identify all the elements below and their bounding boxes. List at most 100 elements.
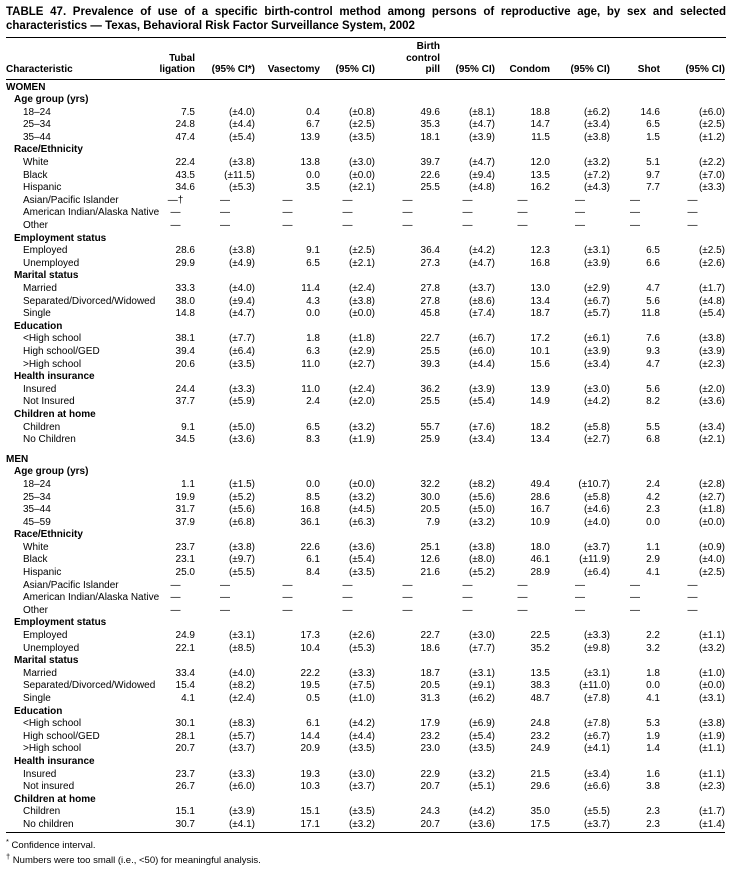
table-row: White 22.4 (±3.8) 13.8 (±3.0) 39.7 (±4.7) 12.0 (… [6, 157, 725, 170]
characteristic-cell: 18–24 [23, 106, 51, 118]
group-header-row: Employment status [6, 617, 725, 630]
value-cell: 6.8 [646, 434, 660, 446]
value-cell: (±3.8) [228, 157, 255, 169]
value-cell: (±11.9) [579, 554, 610, 566]
value-cell: (±4.0) [228, 283, 255, 294]
group-header-label: Health insurance [14, 371, 95, 383]
value-cell: 38.0 [175, 295, 195, 307]
characteristic-cell: Insured [23, 768, 57, 780]
value-cell: — [575, 207, 585, 219]
value-cell: 17.1 [300, 818, 320, 830]
value-cell: — [687, 194, 698, 206]
value-cell: — [630, 194, 640, 206]
value-cell: (±3.2) [348, 818, 375, 830]
value-cell: (±3.1) [583, 245, 610, 257]
value-cell: (±8.6) [468, 295, 495, 307]
value-cell: 23.7 [175, 541, 195, 553]
value-cell: 16.7 [530, 504, 550, 516]
value-cell: 7.7 [646, 182, 660, 194]
value-cell: (±7.7) [468, 642, 495, 654]
value-cell: 45.8 [420, 308, 440, 320]
value-cell: — [687, 207, 698, 219]
characteristic-cell: Black [23, 169, 48, 181]
table-row: 35–44 47.4 (±5.4) 13.9 (±3.5) 18.1 (±3.9) 11.5 (… [6, 132, 725, 145]
group-header-row: Health insurance [6, 756, 725, 769]
value-cell: 20.7 [420, 781, 440, 793]
value-cell: (±3.6) [698, 396, 725, 408]
value-cell: 18.0 [530, 541, 550, 553]
column-header-birth-control-pill: Birth control pill [375, 38, 440, 80]
value-cell: (±2.4) [228, 693, 255, 704]
table-row: White 23.7 (±3.8) 22.6 (±3.6) 25.1 (±3.8) 18.0 (… [6, 542, 725, 555]
value-cell: (±1.5) [228, 478, 255, 490]
value-cell: — [402, 592, 413, 604]
value-cell: 21.6 [420, 567, 440, 579]
value-cell: (±4.8) [698, 295, 725, 307]
value-cell: 3.5 [306, 182, 320, 194]
value-cell: 23.7 [175, 768, 195, 780]
value-cell: 24.9 [175, 630, 195, 642]
table-row: No Children 34.5 (±3.6) 8.3 (±1.9) 25.9 (±3.4)… [6, 434, 725, 447]
value-cell: 9.7 [646, 169, 660, 181]
characteristic-cell: Asian/Pacific Islander [23, 579, 119, 591]
value-cell: (±3.7) [348, 781, 375, 793]
value-cell: (±3.1) [698, 693, 725, 704]
value-cell: — [342, 220, 353, 232]
value-cell: (±2.6) [698, 257, 725, 269]
value-cell: 36.2 [420, 383, 440, 395]
value-cell: 4.7 [646, 358, 660, 370]
value-cell: (±4.6) [583, 504, 610, 516]
column-header-ci-tubal-ligation: (95% CI*) [195, 38, 255, 80]
value-cell: — [462, 604, 473, 616]
value-cell: — [517, 207, 528, 219]
value-cell: 13.0 [530, 283, 550, 294]
value-cell: 2.4 [646, 478, 660, 490]
value-cell: (±5.6) [468, 491, 495, 503]
value-cell: (±2.0) [348, 396, 375, 408]
value-cell: 48.7 [530, 693, 550, 704]
value-cell: 17.2 [530, 333, 550, 345]
value-cell: 14.6 [640, 106, 660, 118]
value-cell: (±3.2) [698, 642, 725, 654]
value-cell: 13.4 [530, 295, 550, 307]
value-cell: (±10.7) [578, 478, 610, 490]
table-row: 18–24 7.5 (±4.0) 0.4 (±0.8) 49.6 (±8.1) 18.8 (±6… [6, 107, 725, 120]
characteristic-cell: Separated/Divorced/Widowed [23, 295, 156, 307]
table-row: 18–24 1.1 (±1.5) 0.0 (±0.0) 32.2 (±8.2) 49.4 (±1… [6, 479, 725, 492]
value-cell: — [630, 579, 640, 591]
value-cell: 4.2 [646, 491, 660, 503]
value-cell: (±9.8) [583, 642, 610, 654]
value-cell: 4.1 [646, 567, 660, 579]
value-cell: 9.3 [646, 345, 660, 357]
value-cell: (±1.1) [698, 743, 725, 755]
value-cell: (±5.9) [228, 396, 255, 408]
value-cell: (±0.0) [348, 478, 375, 490]
value-cell: 19.9 [175, 491, 195, 503]
value-cell: (±5.3) [228, 182, 255, 194]
value-cell: 28.6 [175, 245, 195, 257]
group-header-label: Employment status [14, 232, 107, 244]
table-row: Children 15.1 (±3.9) 15.1 (±3.5) 24.3 (±4.2) 35… [6, 806, 725, 819]
characteristic-cell: <High school [23, 333, 82, 345]
table-row: >High school 20.7 (±3.7) 20.9 (±3.5) 23.0 (±3.… [6, 743, 725, 756]
table-row: Not Insured 37.7 (±5.9) 2.4 (±2.0) 25.5 (±5.4)… [6, 396, 725, 409]
value-cell: — [342, 592, 353, 604]
value-cell: (±5.1) [468, 781, 495, 793]
value-cell: 2.3 [646, 504, 660, 516]
value-cell: 14.7 [530, 119, 550, 131]
value-cell: 22.7 [420, 333, 440, 345]
value-cell: 20.5 [420, 680, 440, 692]
group-header-label: Race/Ethnicity [14, 529, 83, 541]
value-cell: — [220, 207, 230, 219]
value-cell: 13.9 [530, 383, 550, 395]
characteristic-cell: Married [23, 667, 57, 679]
value-cell: 21.5 [530, 768, 550, 780]
value-cell: — [462, 220, 473, 232]
value-cell: (±11.0) [579, 680, 610, 692]
value-cell: 24.4 [175, 383, 195, 395]
value-cell: (±2.5) [348, 119, 375, 131]
table-row: Hispanic 34.6 (±5.3) 3.5 (±2.1) 25.5 (±4.8) 16.… [6, 182, 725, 195]
value-cell: 38.1 [175, 333, 195, 345]
value-cell: 5.5 [646, 421, 660, 433]
group-header-row: Marital status [6, 270, 725, 283]
